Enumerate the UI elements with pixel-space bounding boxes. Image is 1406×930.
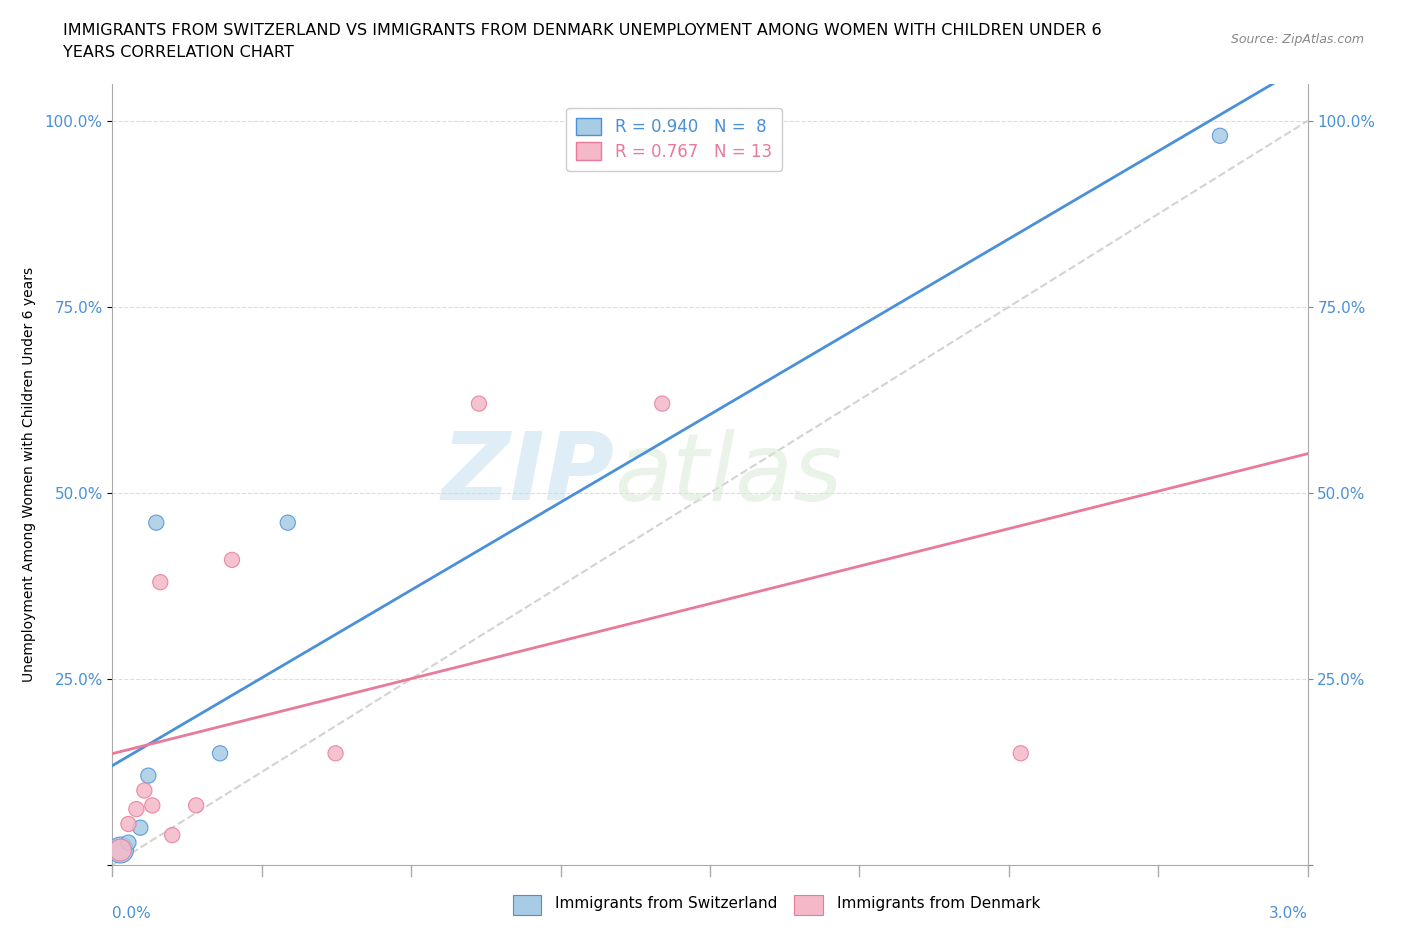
Point xyxy=(110,843,132,857)
Point xyxy=(117,817,139,831)
Text: YEARS CORRELATION CHART: YEARS CORRELATION CHART xyxy=(63,45,294,60)
Point xyxy=(325,746,347,761)
Text: 3.0%: 3.0% xyxy=(1268,906,1308,921)
Legend: R = 0.940   N =  8, R = 0.767   N = 13: R = 0.940 N = 8, R = 0.767 N = 13 xyxy=(567,108,782,171)
Point xyxy=(145,515,167,530)
Point xyxy=(186,798,208,813)
Text: Source: ZipAtlas.com: Source: ZipAtlas.com xyxy=(1230,33,1364,46)
Point xyxy=(209,746,232,761)
Point xyxy=(110,843,132,857)
Point xyxy=(162,828,183,843)
Point xyxy=(277,515,299,530)
Text: Immigrants from Switzerland: Immigrants from Switzerland xyxy=(555,897,778,911)
Text: Immigrants from Denmark: Immigrants from Denmark xyxy=(837,897,1040,911)
Text: IMMIGRANTS FROM SWITZERLAND VS IMMIGRANTS FROM DENMARK UNEMPLOYMENT AMONG WOMEN : IMMIGRANTS FROM SWITZERLAND VS IMMIGRANT… xyxy=(63,23,1102,38)
Point xyxy=(138,768,160,783)
Point xyxy=(129,820,152,835)
Point xyxy=(1209,128,1232,143)
Text: atlas: atlas xyxy=(614,429,842,520)
Point xyxy=(651,396,673,411)
Text: ZIP: ZIP xyxy=(441,429,614,520)
Point xyxy=(468,396,491,411)
Point xyxy=(134,783,156,798)
Point xyxy=(221,552,243,567)
Point xyxy=(141,798,163,813)
Point xyxy=(125,802,148,817)
Point xyxy=(1010,746,1032,761)
Y-axis label: Unemployment Among Women with Children Under 6 years: Unemployment Among Women with Children U… xyxy=(22,267,37,682)
Point xyxy=(117,835,139,850)
Text: 0.0%: 0.0% xyxy=(112,906,152,921)
Point xyxy=(149,575,172,590)
